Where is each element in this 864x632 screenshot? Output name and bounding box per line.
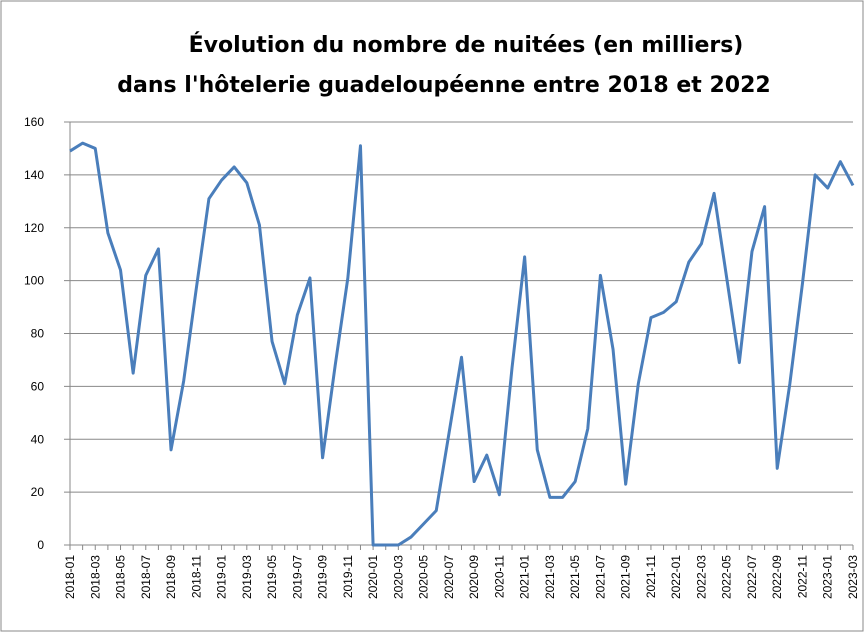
x-tick-label: 2019-01 bbox=[215, 555, 229, 599]
x-tick-label: 2018-01 bbox=[63, 555, 77, 599]
x-tick-label: 2020-05 bbox=[417, 555, 431, 599]
x-tick-label: 2020-07 bbox=[442, 555, 456, 599]
x-tick-label: 2019-03 bbox=[240, 555, 254, 599]
x-tick-label: 2021-01 bbox=[518, 555, 532, 599]
x-tick-label: 2021-11 bbox=[644, 555, 658, 598]
y-tick-label: 120 bbox=[24, 221, 44, 235]
x-tick-label: 2019-05 bbox=[265, 555, 279, 599]
x-tick-label: 2020-03 bbox=[391, 555, 405, 599]
y-tick-label: 160 bbox=[24, 115, 44, 129]
y-tick-label: 40 bbox=[31, 432, 45, 446]
y-tick-label: 60 bbox=[31, 379, 45, 393]
x-tick-label: 2023-01 bbox=[821, 555, 835, 599]
x-tick-label: 2021-09 bbox=[619, 555, 633, 599]
x-tick-label: 2019-09 bbox=[316, 555, 330, 599]
y-tick-label: 80 bbox=[31, 327, 45, 341]
x-tick-label: 2018-05 bbox=[114, 555, 128, 599]
x-tick-label: 2022-01 bbox=[669, 555, 683, 599]
x-tick-label: 2020-01 bbox=[366, 555, 380, 599]
x-tick-label: 2019-07 bbox=[290, 555, 304, 599]
x-tick-label: 2022-05 bbox=[720, 555, 734, 599]
x-tick-label: 2020-11 bbox=[492, 555, 506, 598]
x-tick-label: 2019-11 bbox=[341, 555, 355, 598]
x-tick-label: 2018-09 bbox=[164, 555, 178, 599]
x-tick-label: 2018-03 bbox=[88, 555, 102, 599]
chart-title: dans l'hôtelerie guadeloupéenne entre 20… bbox=[117, 73, 770, 98]
x-tick-label: 2022-11 bbox=[795, 555, 809, 598]
y-tick-label: 20 bbox=[31, 485, 45, 499]
x-tick-label: 2018-11 bbox=[189, 555, 203, 598]
x-tick-label: 2020-09 bbox=[467, 555, 481, 599]
x-tick-label: 2021-05 bbox=[568, 555, 582, 599]
x-tick-label: 2022-09 bbox=[770, 555, 784, 599]
chart-title: Évolution du nombre de nuitées (en milli… bbox=[189, 32, 744, 58]
x-tick-label: 2023-03 bbox=[846, 555, 860, 599]
x-tick-label: 2022-03 bbox=[694, 555, 708, 599]
x-tick-label: 2021-03 bbox=[543, 555, 557, 599]
data-line bbox=[69, 141, 855, 547]
x-tick-label: 2021-07 bbox=[593, 555, 607, 599]
x-tick-label: 2018-07 bbox=[139, 555, 153, 599]
y-tick-label: 0 bbox=[37, 538, 44, 552]
y-tick-label: 100 bbox=[24, 274, 44, 288]
y-tick-label: 140 bbox=[24, 168, 44, 182]
x-tick-label: 2022-07 bbox=[745, 555, 759, 599]
